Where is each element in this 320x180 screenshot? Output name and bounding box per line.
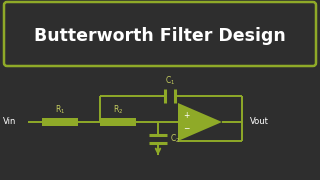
Text: R$_2$: R$_2$	[113, 103, 123, 116]
Text: −: −	[183, 125, 189, 134]
Text: C$_1$: C$_1$	[165, 75, 175, 87]
Text: Vout: Vout	[250, 118, 269, 127]
Text: Vin: Vin	[3, 118, 16, 127]
FancyBboxPatch shape	[4, 2, 316, 66]
Text: C$_2$: C$_2$	[170, 133, 180, 145]
Text: R$_1$: R$_1$	[55, 103, 65, 116]
Polygon shape	[178, 103, 222, 141]
Bar	[100, 118, 136, 126]
Text: +: +	[183, 111, 189, 120]
Text: Butterworth Filter Design: Butterworth Filter Design	[34, 27, 286, 45]
Bar	[42, 118, 78, 126]
